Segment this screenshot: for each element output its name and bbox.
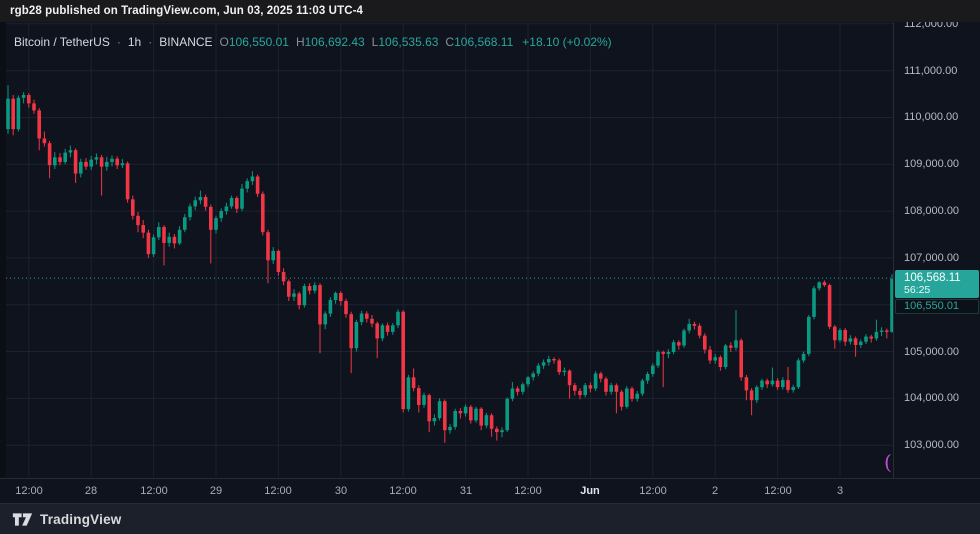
time-axis-label: 3 [836,485,844,497]
time-axis-label: 31 [459,485,473,497]
last-price-badge: 106,568.11 56:25 [895,270,979,298]
close-readout: C106,568.11 [445,35,514,49]
price-axis[interactable]: 112,000.00 111,000.00 110,000.00 109,000.00… [893,22,980,478]
candlestick-chart[interactable] [0,22,980,503]
price-axis-label: 110,000.00 [904,111,959,123]
legend-separator: · [148,35,153,49]
tradingview-logo-icon[interactable] [12,512,33,527]
bar-countdown: 56:25 [904,284,931,296]
time-axis[interactable]: 12:00 28 12:00 29 12:00 30 12:00 31 12:00 Jun 12:0… [0,478,980,503]
time-axis-label: 2 [711,485,719,497]
time-axis-label: 12:00 [264,485,292,497]
footer-bar: TradingView [0,503,980,534]
price-axis-label: 105,000.00 [904,346,960,358]
price-axis-label: 107,000.00 [904,252,960,264]
time-axis-label: 29 [209,485,223,497]
time-axis-label: 12:00 [15,485,43,497]
chart-panel[interactable]: Bitcoin / TetherUS · 1h · BINANCE O106,5… [0,22,980,503]
time-axis-label: 28 [84,485,98,497]
last-price-value: 106,568.11 [904,272,961,284]
legend-separator: · [116,35,121,49]
price-axis-label: 111,000.00 [904,65,958,77]
time-axis-label: 12:00 [639,485,667,497]
time-axis-label: 12:00 [140,485,168,497]
exchange-label[interactable]: BINANCE [159,35,213,49]
high-readout: H106,692.43 [295,35,365,49]
tradingview-logo-text[interactable]: TradingView [40,511,122,527]
time-axis-label: 12:00 [514,485,542,497]
price-axis-label: 109,000.00 [904,158,960,170]
time-axis-label: 12:00 [764,485,792,497]
time-axis-label: Jun [580,485,600,497]
price-axis-label: 104,000.00 [904,392,960,404]
magenta-paren-decoration: ( [884,450,892,474]
change-readout: +18.10 (+0.02%) [522,35,612,49]
low-readout: L106,535.63 [371,35,439,49]
time-axis-label: 12:00 [389,485,417,497]
price-axis-label: 103,000.00 [904,439,960,451]
price-axis-label: 108,000.00 [904,205,960,217]
interval-label[interactable]: 1h [127,35,142,49]
symbol-legend: Bitcoin / TetherUS · 1h · BINANCE O106,5… [14,35,612,49]
left-margin-strip [0,22,6,503]
open-price-badge: 106,550.01 [895,299,979,314]
price-axis-label: 112,000.00 [904,22,959,30]
attribution-bar: rgb28 published on TradingView.com, Jun … [0,0,980,22]
symbol-title[interactable]: Bitcoin / TetherUS [14,35,110,49]
time-axis-label: 30 [334,485,348,497]
open-readout: O106,550.01 [219,35,289,49]
